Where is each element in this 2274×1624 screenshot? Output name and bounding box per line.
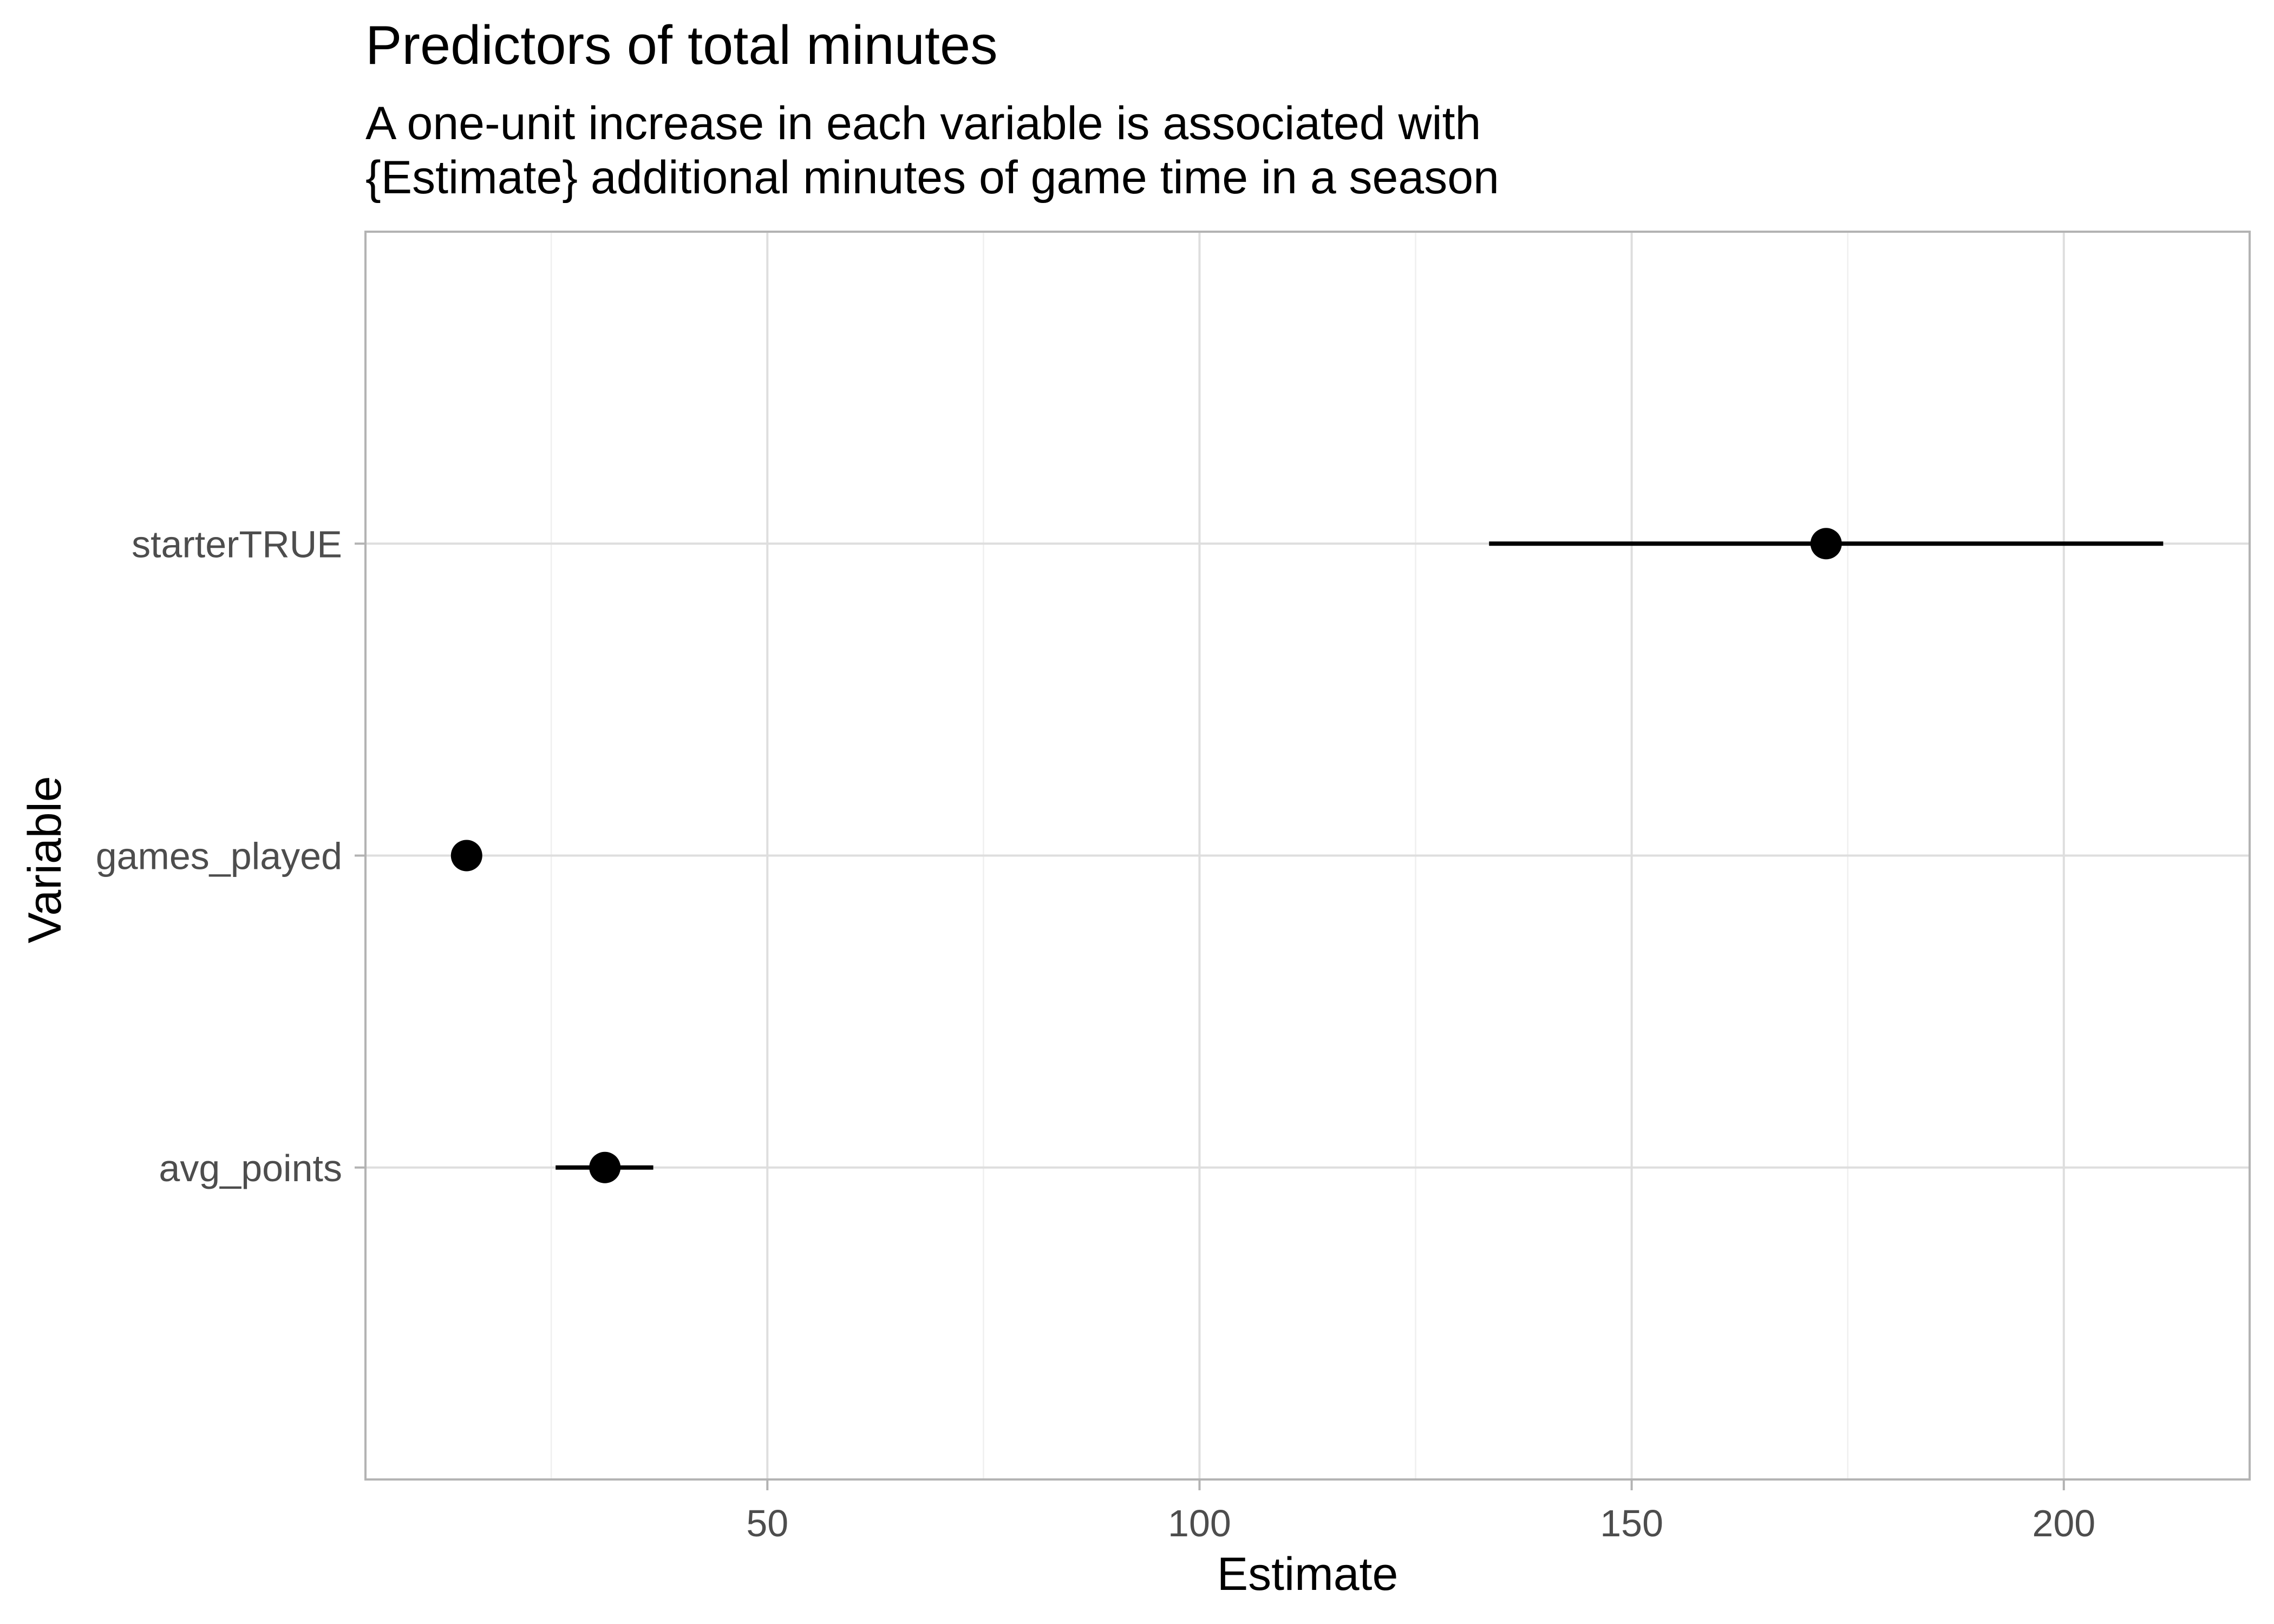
estimate-point: [1810, 528, 1842, 560]
chart-subtitle-line-2: {Estimate} additional minutes of game ti…: [365, 152, 1499, 204]
x-tick-label: 200: [2032, 1502, 2095, 1544]
x-tick-label: 150: [1600, 1502, 1663, 1544]
y-tick-label: avg_points: [159, 1147, 342, 1189]
y-tick-label: starterTRUE: [132, 523, 342, 565]
x-axis-title: Estimate: [1217, 1548, 1399, 1600]
chart-title: Predictors of total minutes: [365, 15, 998, 76]
estimate-point: [450, 840, 482, 872]
estimate-point: [589, 1151, 621, 1183]
y-axis-title: Variable: [19, 776, 71, 943]
y-tick-label: games_played: [96, 835, 342, 878]
chart-subtitle-line-1: A one-unit increase in each variable is …: [365, 97, 1481, 149]
x-tick-label: 100: [1168, 1502, 1231, 1544]
x-tick-label: 50: [746, 1502, 788, 1544]
plot-panel: 50 100 150 200 starterTRUE games_played avg_po…: [96, 231, 2251, 1544]
